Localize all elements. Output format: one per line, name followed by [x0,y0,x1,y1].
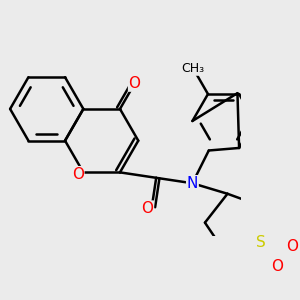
Text: O: O [72,167,84,182]
Text: O: O [142,201,154,216]
Text: CH₃: CH₃ [181,62,204,75]
Text: O: O [129,76,141,91]
Text: O: O [286,239,298,254]
Text: N: N [187,176,198,191]
Text: S: S [256,236,266,250]
Text: O: O [271,259,283,274]
